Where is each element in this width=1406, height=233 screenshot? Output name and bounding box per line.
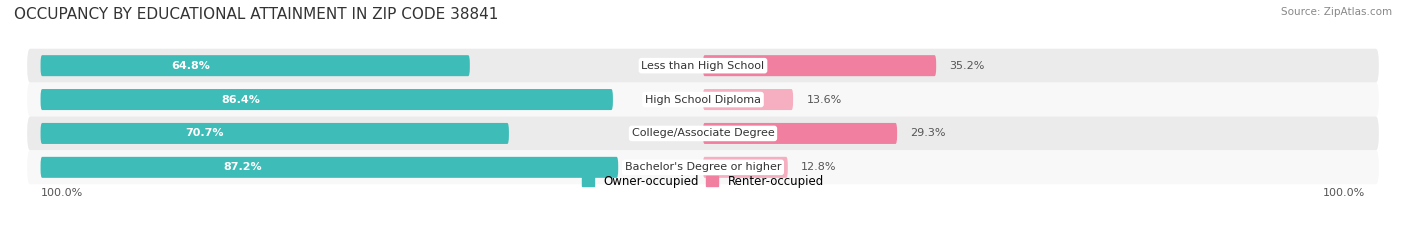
Text: 100.0%: 100.0% <box>1323 188 1365 198</box>
Text: 86.4%: 86.4% <box>221 95 260 105</box>
FancyBboxPatch shape <box>27 116 1379 150</box>
Text: Less than High School: Less than High School <box>641 61 765 71</box>
Text: College/Associate Degree: College/Associate Degree <box>631 128 775 138</box>
Text: Source: ZipAtlas.com: Source: ZipAtlas.com <box>1281 7 1392 17</box>
Text: 70.7%: 70.7% <box>186 128 224 138</box>
FancyBboxPatch shape <box>41 55 470 76</box>
Text: 12.8%: 12.8% <box>801 162 837 172</box>
Text: 100.0%: 100.0% <box>41 188 83 198</box>
Text: 29.3%: 29.3% <box>910 128 946 138</box>
Text: 13.6%: 13.6% <box>807 95 842 105</box>
FancyBboxPatch shape <box>703 123 897 144</box>
Text: OCCUPANCY BY EDUCATIONAL ATTAINMENT IN ZIP CODE 38841: OCCUPANCY BY EDUCATIONAL ATTAINMENT IN Z… <box>14 7 499 22</box>
FancyBboxPatch shape <box>703 89 793 110</box>
Text: 64.8%: 64.8% <box>172 61 211 71</box>
FancyBboxPatch shape <box>703 157 787 178</box>
Text: 87.2%: 87.2% <box>224 162 262 172</box>
FancyBboxPatch shape <box>27 150 1379 184</box>
FancyBboxPatch shape <box>703 55 936 76</box>
Text: 35.2%: 35.2% <box>949 61 984 71</box>
FancyBboxPatch shape <box>41 123 509 144</box>
Text: High School Diploma: High School Diploma <box>645 95 761 105</box>
Legend: Owner-occupied, Renter-occupied: Owner-occupied, Renter-occupied <box>578 170 828 193</box>
FancyBboxPatch shape <box>27 83 1379 116</box>
FancyBboxPatch shape <box>41 89 613 110</box>
FancyBboxPatch shape <box>27 49 1379 83</box>
FancyBboxPatch shape <box>41 157 619 178</box>
Text: Bachelor's Degree or higher: Bachelor's Degree or higher <box>624 162 782 172</box>
